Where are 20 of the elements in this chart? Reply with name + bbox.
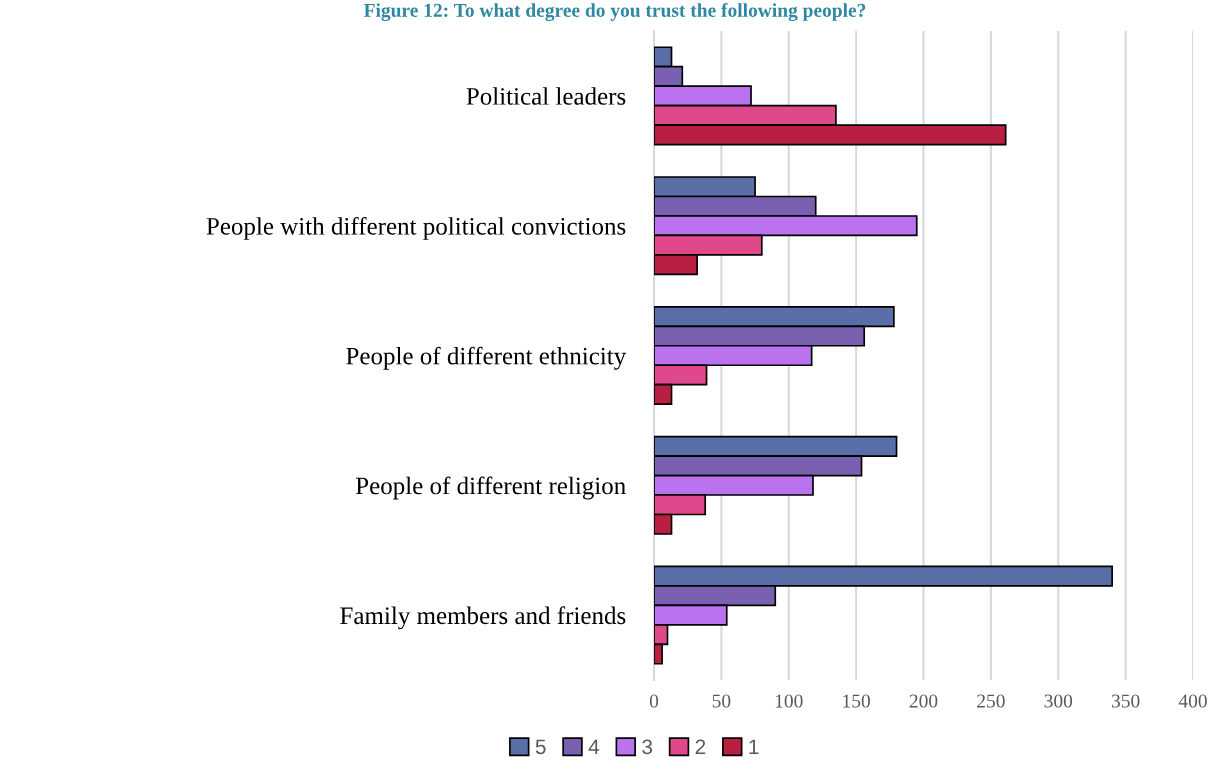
x-tick-label: 350 <box>1111 694 1140 708</box>
legend-label: 3 <box>642 739 653 755</box>
x-tick-label: 100 <box>775 694 803 708</box>
chart-title: Figure 12: To what degree do you trust the following people? <box>363 3 866 21</box>
legend-label: 2 <box>695 739 706 754</box>
x-tick-label: 0 <box>649 694 659 708</box>
y-tick-label: Family members and friends <box>340 606 626 630</box>
legend-label: 5 <box>535 739 546 755</box>
legend-label: 1 <box>749 739 759 754</box>
x-tick-label: 300 <box>1044 694 1073 708</box>
y-tick-label: People with different political convictions <box>206 216 626 240</box>
x-tick-label: 200 <box>909 694 938 708</box>
y-tick-label: Political leaders <box>466 87 626 105</box>
y-tick-label: People of different ethnicity <box>346 346 627 370</box>
x-tick-label: 50 <box>712 694 731 708</box>
x-tick-label: 400 <box>1178 694 1207 708</box>
legend-label: 4 <box>588 739 600 754</box>
x-tick-label: 250 <box>977 694 1005 708</box>
y-tick-label: People of different religion <box>355 476 626 500</box>
x-tick-label: 150 <box>843 694 870 708</box>
